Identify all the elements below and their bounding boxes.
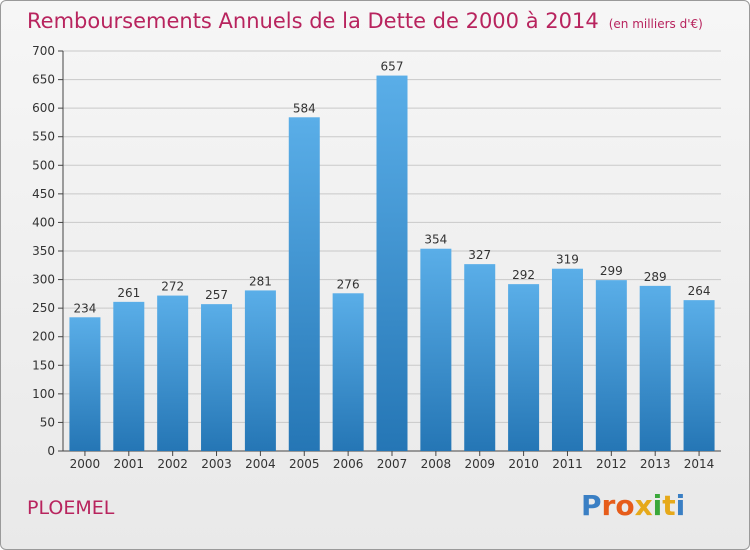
bar-value-label: 299: [600, 264, 623, 278]
bar-value-label: 327: [468, 248, 491, 262]
bars: [69, 75, 715, 452]
commune-name: PLOEMEL: [27, 497, 115, 519]
bar-value-label: 272: [161, 280, 184, 294]
bar: [201, 304, 233, 451]
bar-value-label: 584: [293, 101, 316, 115]
x-tick-label: 2001: [114, 457, 145, 471]
y-tick-label: 500: [32, 158, 55, 172]
bar-value-label: 289: [644, 270, 667, 284]
bar: [288, 117, 320, 452]
x-tick-label: 2011: [552, 457, 583, 471]
y-tick-label: 650: [32, 73, 55, 87]
bar: [113, 301, 145, 451]
logo-letter: o: [615, 489, 635, 522]
bar-value-label: 292: [512, 268, 535, 282]
bar: [244, 290, 276, 451]
x-tick-label: 2014: [684, 457, 715, 471]
x-tick-label: 2013: [640, 457, 671, 471]
x-tick-label: 2012: [596, 457, 627, 471]
proxiti-logo: Proxiti: [581, 489, 685, 522]
y-tick-labels: 0 50 100 150 200 250 300 350 400 450 500 550 600 650 7…: [32, 44, 55, 458]
bar-value-label: 264: [688, 284, 711, 298]
bar: [69, 317, 101, 451]
bar: [683, 300, 715, 451]
y-tick-label: 0: [47, 444, 55, 458]
y-tick-label: 450: [32, 187, 55, 201]
bar: [595, 280, 627, 451]
bar-value-label: 319: [556, 253, 579, 267]
bar-value-label: 257: [205, 288, 228, 302]
bar: [639, 285, 671, 451]
y-tick-label: 300: [32, 273, 55, 287]
chart-title: Remboursements Annuels de la Dette de 20…: [27, 9, 703, 33]
y-tick-label: 50: [40, 415, 55, 429]
logo-letter: r: [601, 489, 616, 522]
logo-letter: i: [675, 489, 686, 522]
chart-title-main: Remboursements Annuels de la Dette de 20…: [27, 9, 599, 33]
y-tick-label: 100: [32, 387, 55, 401]
bar: [157, 295, 189, 451]
bar-value-label: 234: [73, 301, 96, 315]
logo-letter: x: [634, 489, 653, 522]
value-labels: 234 261 272 257 281 584 276 657 354 327 292 319 299 2…: [73, 60, 710, 316]
x-tick-label: 2006: [333, 457, 364, 471]
bar: [464, 264, 496, 451]
logo-letter: P: [581, 489, 602, 522]
x-tick-label: 2003: [201, 457, 232, 471]
x-tick-label: 2004: [245, 457, 276, 471]
logo-letter: i: [652, 489, 663, 522]
bar-value-label: 354: [424, 233, 447, 247]
bar-value-label: 261: [117, 286, 140, 300]
x-tick-label: 2005: [289, 457, 320, 471]
x-tick-label: 2010: [508, 457, 539, 471]
y-tick-label: 700: [32, 44, 55, 58]
logo-letter: t: [662, 489, 676, 522]
x-tick-label: 2009: [464, 457, 495, 471]
bar: [376, 75, 408, 452]
x-tick-label: 2002: [157, 457, 188, 471]
y-tick-label: 600: [32, 101, 55, 115]
y-tick-label: 550: [32, 130, 55, 144]
bar: [508, 284, 540, 451]
x-tick-label: 2008: [421, 457, 452, 471]
bar-value-label: 281: [249, 274, 272, 288]
bar-value-label: 276: [337, 277, 360, 291]
y-tick-label: 350: [32, 244, 55, 258]
x-tick-label: 2007: [377, 457, 408, 471]
bar-value-label: 657: [381, 60, 404, 74]
x-tick-labels: 2000 2001 2002 2003 2004 2005 2006 2007 2008 2009…: [70, 451, 715, 471]
y-tick-label: 150: [32, 358, 55, 372]
chart-title-unit: (en milliers d'€): [608, 17, 703, 31]
y-tick-label: 400: [32, 215, 55, 229]
bar: [420, 248, 452, 451]
y-tick-label: 250: [32, 301, 55, 315]
bar: [551, 268, 583, 451]
x-tick-label: 2000: [70, 457, 101, 471]
y-tick-label: 200: [32, 330, 55, 344]
bar: [332, 293, 364, 451]
